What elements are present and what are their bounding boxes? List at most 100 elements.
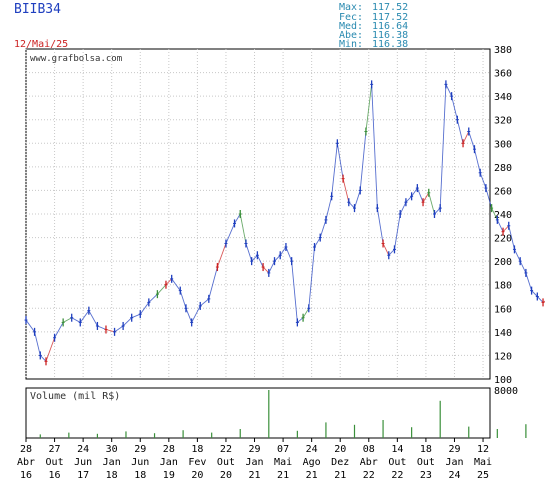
y-tick-label: 260 [494, 186, 512, 197]
price-segment [354, 190, 361, 209]
y-tick-label: 160 [494, 304, 512, 315]
price-segment [268, 260, 275, 274]
price-segment [302, 308, 310, 318]
y-tick-label: 180 [494, 281, 512, 292]
price-segment [319, 219, 327, 238]
x-tick-day: 07 [277, 444, 289, 455]
price-segment [97, 325, 107, 330]
x-tick-day: 29 [134, 444, 146, 455]
price-segment [445, 84, 453, 97]
price-segment [157, 284, 167, 295]
price-segment [225, 223, 235, 244]
price-segment [308, 246, 315, 309]
price-segment [208, 266, 218, 299]
price-segment [285, 246, 293, 262]
price-segment [279, 246, 287, 256]
price-segment [262, 266, 270, 274]
x-tick-month: Jun [131, 457, 149, 468]
price-segment [148, 293, 158, 303]
stats-block: Max: 117.52 Fec: 117.52 Med: 116.64 Abe:… [339, 2, 408, 50]
price-segment [45, 337, 55, 362]
x-tick-month: Abr [17, 457, 35, 468]
watermark: www.grafbolsa.com [30, 54, 122, 64]
price-segment [508, 225, 515, 250]
x-tick-day: 30 [106, 444, 118, 455]
x-tick-day: 28 [20, 444, 32, 455]
price-segment [165, 278, 173, 286]
y-tick-label: 340 [494, 92, 512, 103]
chart-date: 12/Mai/25 [14, 39, 68, 50]
price-segment [54, 322, 64, 338]
x-tick-day: 12 [477, 444, 489, 455]
x-tick-month: Mai [274, 457, 292, 468]
price-segment [359, 131, 367, 191]
x-tick-month: Jan [245, 457, 263, 468]
x-tick-day: 22 [220, 444, 232, 455]
x-tick-year: 19 [163, 470, 175, 481]
price-segment [79, 310, 90, 323]
x-tick-month: Abr [360, 457, 378, 468]
price-segment [371, 84, 378, 209]
stat-label-min: Min: [339, 39, 363, 50]
x-tick-month: Mai [474, 457, 492, 468]
y-tick-label: 100 [494, 375, 512, 386]
y-tick-label: 280 [494, 163, 512, 174]
y-tick-label: 120 [494, 351, 512, 362]
price-segment [525, 272, 533, 291]
price-segment [139, 302, 150, 315]
x-tick-year: 21 [334, 470, 346, 481]
price-segment [456, 119, 464, 144]
volume-bars [39, 390, 527, 438]
price-segment [325, 196, 333, 220]
x-tick-month: Out [217, 457, 235, 468]
y-tick-label: 200 [494, 257, 512, 268]
price-segment [348, 201, 355, 209]
x-tick-year: 20 [191, 470, 203, 481]
price-segment [131, 313, 141, 319]
ticker-title: BIIB34 [14, 2, 61, 17]
x-tick-year: 18 [106, 470, 118, 481]
x-tick-year: 16 [20, 470, 32, 481]
price-segment [531, 290, 538, 297]
price-segment [536, 296, 544, 303]
x-tick-year: 17 [77, 470, 89, 481]
price-segment [191, 305, 201, 323]
price-segment [519, 260, 527, 274]
price-segment [342, 178, 350, 203]
x-tick-day: 28 [163, 444, 175, 455]
x-tick-year: 25 [477, 470, 489, 481]
stat-label-max: Max: [339, 2, 363, 13]
volume-max-tick: 8000 [494, 386, 518, 397]
x-tick-year: 23 [420, 470, 432, 481]
price-segment [171, 278, 181, 291]
stat-label-abe: Abe: [339, 30, 363, 41]
y-tick-label: 220 [494, 234, 512, 245]
price-segment [422, 192, 430, 203]
price-segment [376, 208, 384, 244]
price-segment [336, 143, 344, 179]
price-segment [274, 254, 281, 262]
price-segment [416, 187, 424, 203]
x-tick-day: 29 [248, 444, 260, 455]
price-segment [388, 249, 395, 256]
price-segment [114, 325, 124, 333]
price-segment [199, 298, 210, 307]
y-tick-label: 140 [494, 328, 512, 339]
price-segment [71, 317, 81, 323]
price-segment [411, 187, 418, 197]
price-segment [297, 317, 304, 323]
price-segment [39, 355, 47, 362]
stat-value-med: 116.64 [372, 21, 408, 32]
x-tick-month: Out [417, 457, 435, 468]
x-tick-month: Out [46, 457, 64, 468]
stat-label-fec: Fec: [339, 12, 363, 23]
price-segment [439, 84, 447, 209]
price-segment [251, 254, 258, 262]
y-tick-label: 380 [494, 45, 512, 56]
price-segment [62, 317, 72, 323]
price-segment [382, 243, 390, 256]
y-tick-label: 320 [494, 116, 512, 127]
x-axis: 28 Abr 16 27 Out 16 24 Jun 17 30 Jan 18 29 Jun 18 28 Jan… [17, 438, 492, 481]
price-segment [468, 131, 475, 150]
